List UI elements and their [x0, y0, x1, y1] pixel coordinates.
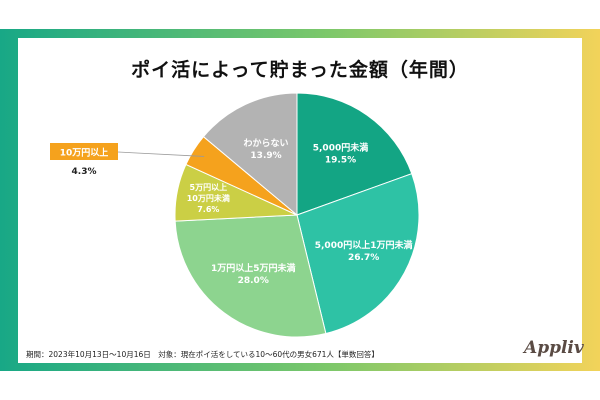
slice-label-3: 10万円未満 [187, 193, 230, 203]
callout-line [117, 151, 205, 157]
slice-label-3: 5万円以上 [190, 182, 228, 192]
slice-value-5: 13.9% [250, 151, 281, 161]
pie-slice-0 [296, 92, 413, 216]
slice-value-1: 26.7% [348, 253, 379, 263]
pie-slice-2 [174, 214, 327, 338]
slice-label-2: 1万円以上5万円未満 [211, 262, 296, 274]
slice-label-1: 5,000円以上1万円未満 [315, 239, 413, 251]
slice-value-3: 7.6% [197, 205, 219, 214]
pie-slice-5 [202, 92, 298, 217]
slice-value-2: 28.0% [238, 276, 269, 286]
brand-logo: Appliv [524, 338, 584, 358]
callout-box [50, 143, 118, 160]
slice-value-4: 4.3% [72, 167, 97, 177]
survey-footnote: 期間：2023年10月13日〜10月16日 対象：現在ポイ活をしている10〜60… [26, 350, 379, 359]
slice-label-4: 10万円以上 [60, 147, 109, 159]
slice-label-5: わからない [244, 138, 289, 149]
slice-label-0: 5,000円未満 [313, 141, 368, 153]
slice-value-0: 19.5% [325, 155, 356, 165]
chart-title: ポイ活によって貯まった金額（年間） [131, 59, 469, 81]
pie-slice-1 [296, 173, 420, 335]
